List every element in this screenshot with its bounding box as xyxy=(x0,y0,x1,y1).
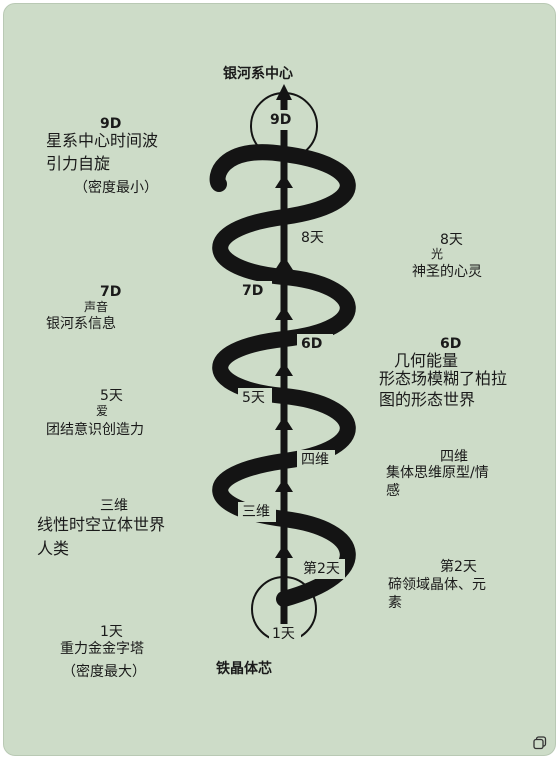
right-2-head: 第2天 xyxy=(440,559,477,575)
left-7d-head: 7D xyxy=(100,284,122,300)
right-6d-head: 6D xyxy=(440,336,462,352)
left-7d-line1: 银河系信息 xyxy=(46,316,116,332)
left-9d-line3: （密度最小） xyxy=(74,180,158,196)
arrow-8 xyxy=(275,544,293,558)
axis-label-4: 四维 xyxy=(301,452,329,468)
arrow-5 xyxy=(275,362,293,376)
right-6d-line3: 图的形态世界 xyxy=(379,390,476,409)
arrow-2 xyxy=(275,204,293,218)
right-6d-line2: 形态场模糊了柏拉 xyxy=(379,369,508,388)
left-1-head: 1天 xyxy=(100,624,123,640)
axis-label-1: 1天 xyxy=(272,626,295,642)
right-8-line1: 神圣的心灵 xyxy=(412,264,482,280)
right-6d-line1: 几何能量 xyxy=(394,351,459,370)
left-3-head: 三维 xyxy=(100,498,128,514)
top-label: 银河系中心 xyxy=(223,66,293,82)
arrow-3 xyxy=(275,256,293,270)
axis-arrows xyxy=(275,84,293,558)
right-2-line1: 碲领域晶体、元 xyxy=(388,577,486,593)
right-4-head: 四维 xyxy=(440,449,468,465)
right-8-sub: 光 xyxy=(431,247,444,261)
right-8-head: 8天 xyxy=(440,232,463,248)
axis-label-7d: 7D xyxy=(242,283,264,299)
left-3-line1: 线性时空立体世界 xyxy=(37,515,166,534)
left-5-line1: 团结意识创造力 xyxy=(46,422,144,438)
axis-label-8: 8天 xyxy=(301,230,324,246)
left-9d-line2: 引力自旋 xyxy=(46,154,111,173)
left-1-line1: 重力金金字塔 xyxy=(60,641,144,657)
diagram-card: 9D 8天 7D 6D 5天 四维 三维 第2天 1天 银河系中心 铁晶体芯 9… xyxy=(3,3,556,756)
left-7d-sub: 声音 xyxy=(84,300,109,314)
spiral-diagram xyxy=(209,84,356,644)
right-4-line2: 感 xyxy=(386,483,400,499)
left-9d-line1: 星系中心时间波 xyxy=(46,131,159,150)
left-1-line2: （密度最大） xyxy=(62,664,146,680)
axis-label-2: 第2天 xyxy=(303,561,340,577)
left-5-sub: 爱 xyxy=(96,404,109,418)
left-3-line2: 人类 xyxy=(37,539,70,558)
arrow-4 xyxy=(275,306,293,320)
spiral-band xyxy=(209,144,356,607)
arrow-6 xyxy=(275,416,293,430)
axis-label-3: 三维 xyxy=(242,504,270,520)
left-5-head: 5天 xyxy=(100,388,123,404)
copy-icon[interactable] xyxy=(533,736,547,750)
axis-label-6d: 6D xyxy=(301,336,323,352)
axis-label-5: 5天 xyxy=(242,390,265,406)
right-4-line1: 集体思维原型/情 xyxy=(386,465,489,481)
arrow-7 xyxy=(275,478,293,492)
arrow-1 xyxy=(275,174,293,188)
axis-label-9d: 9D xyxy=(270,112,292,128)
left-9d-head: 9D xyxy=(100,116,122,132)
bottom-label: 铁晶体芯 xyxy=(216,661,272,677)
arrow-top xyxy=(276,84,292,100)
right-2-line2: 素 xyxy=(388,595,402,611)
